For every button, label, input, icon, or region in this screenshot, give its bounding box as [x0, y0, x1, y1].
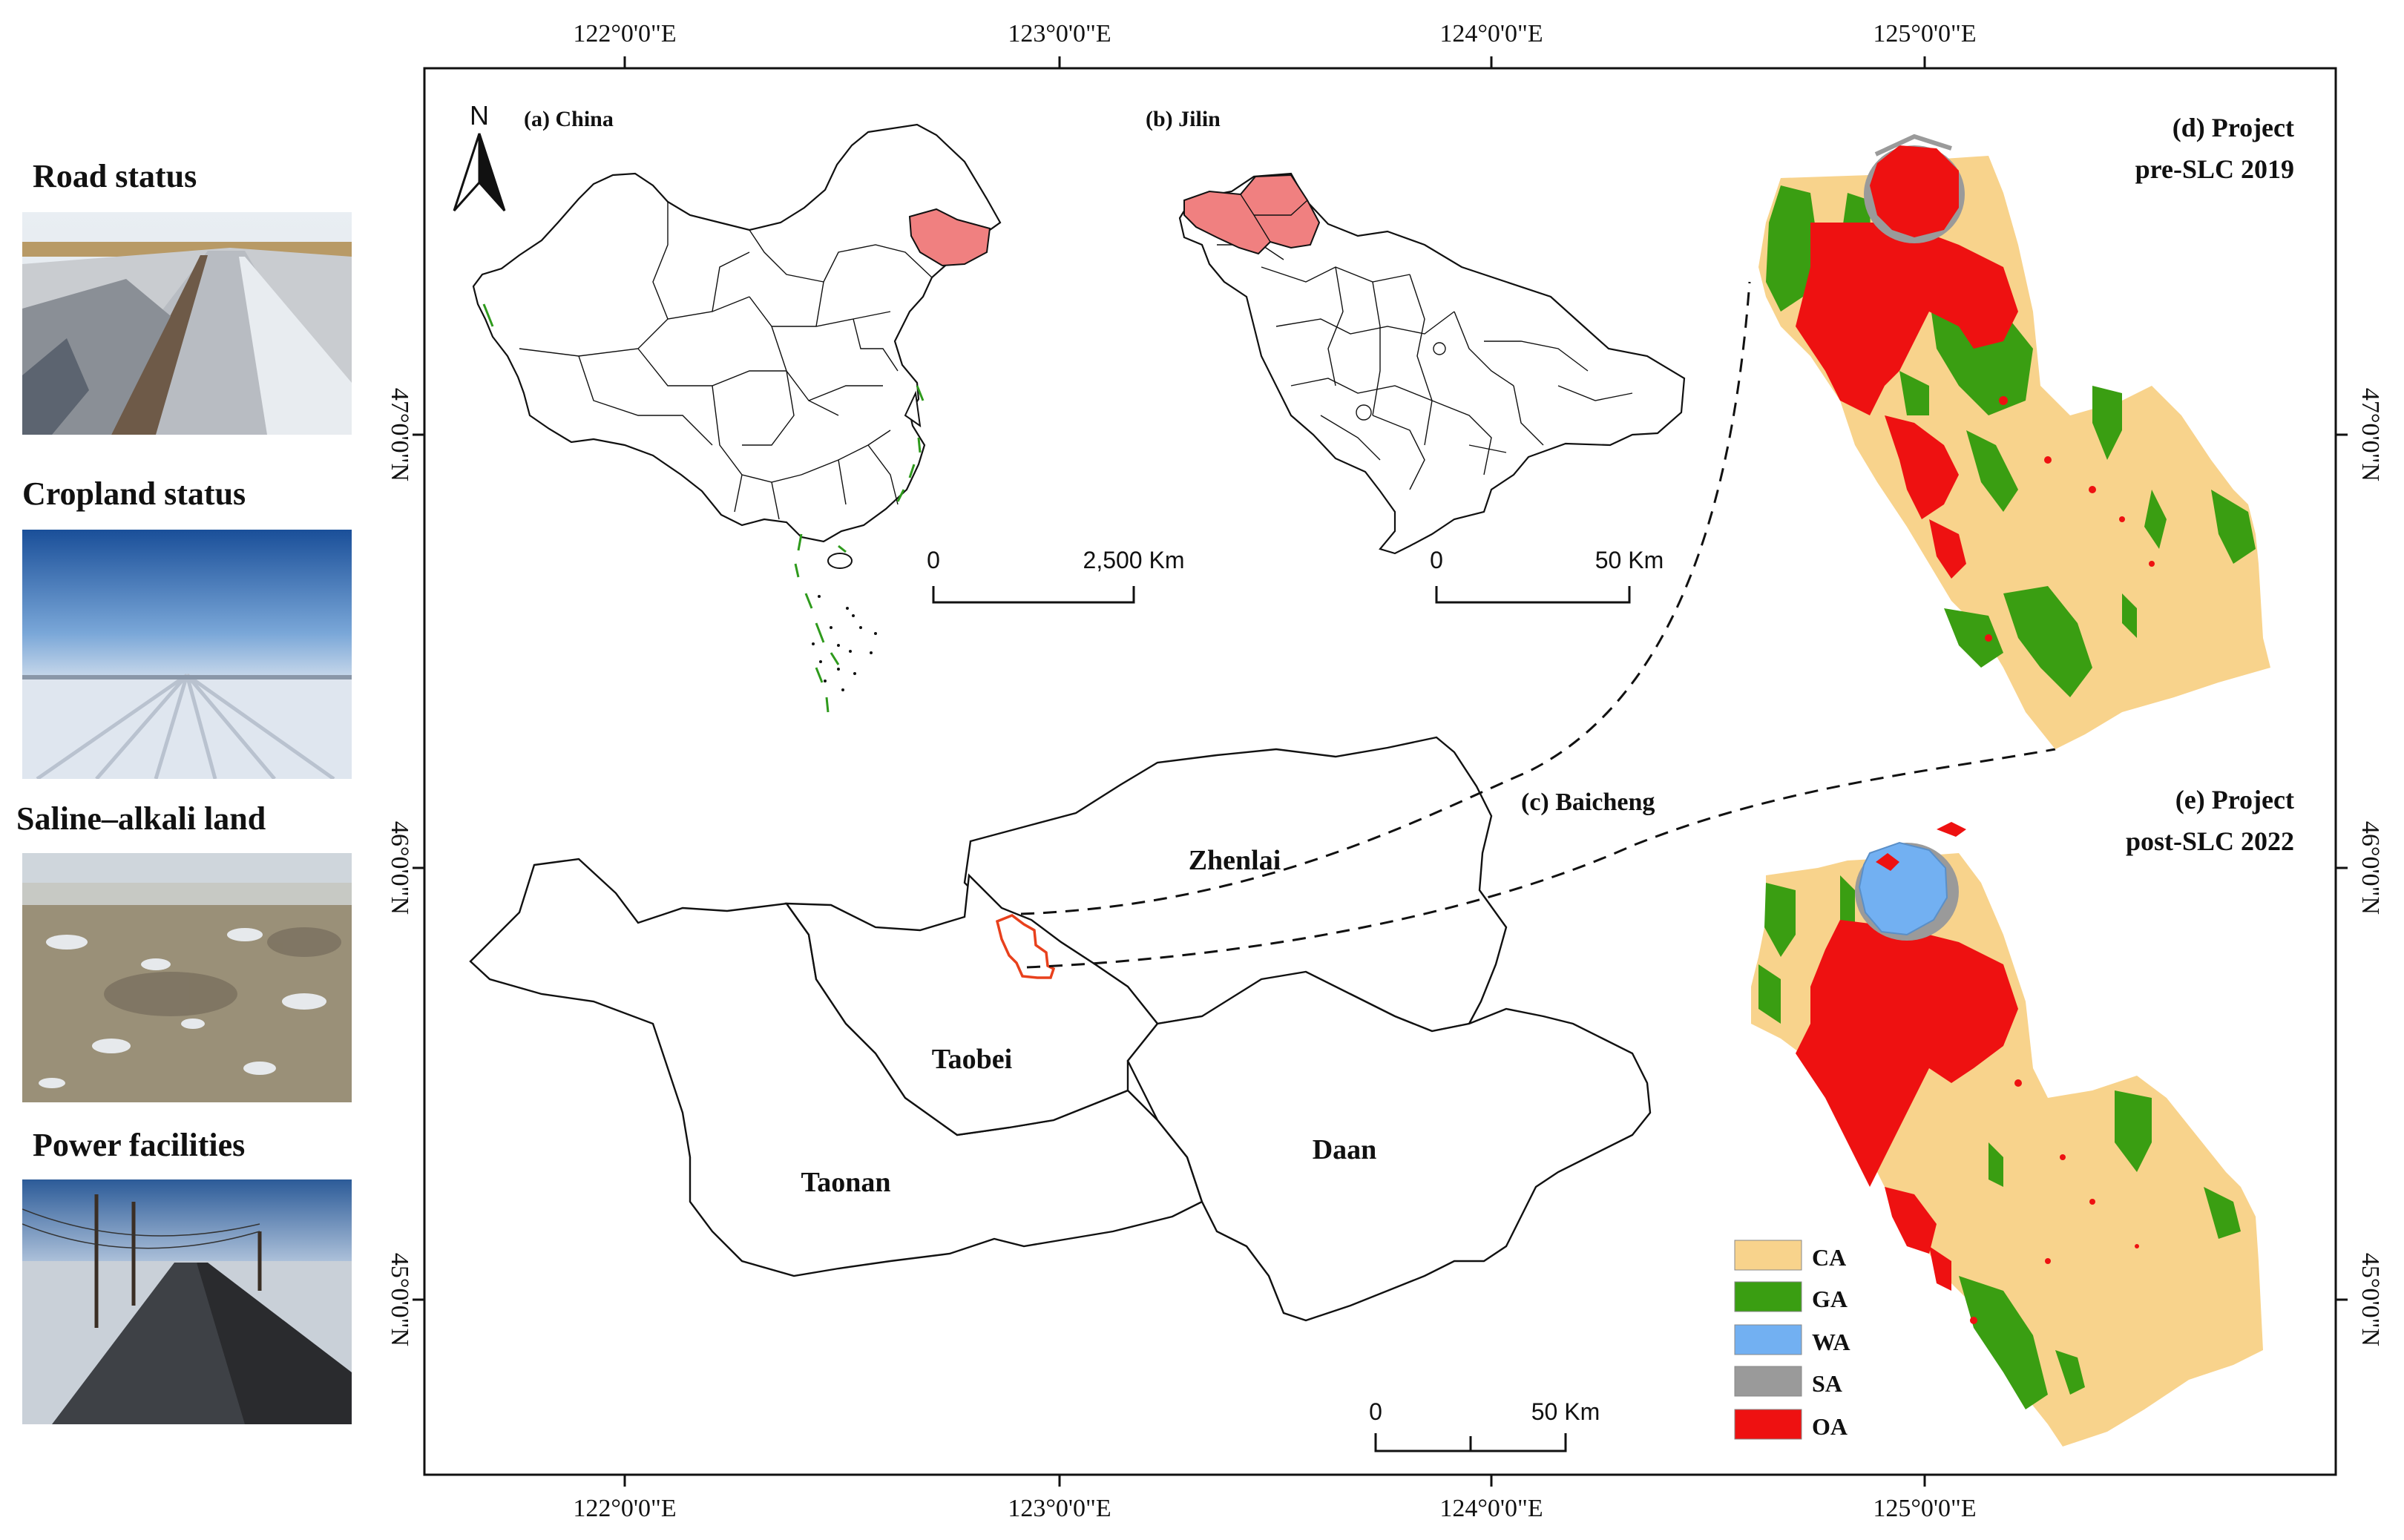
post-ga-patches — [1758, 875, 2241, 1409]
tick-left-1: 47°0'0"N — [386, 388, 413, 481]
north-arrow-icon: N — [453, 100, 506, 212]
tick-top-4: 125°0'0"E — [1873, 20, 1976, 47]
saline-land-photo — [22, 853, 352, 1102]
power-line-photo — [22, 1179, 352, 1424]
tick-right-1: 47°0'0"N — [2357, 388, 2384, 481]
tick-top-2: 123°0'0"E — [1008, 20, 1111, 47]
legend-swatch-sa — [1734, 1366, 1802, 1397]
china-jilin-highlight — [908, 208, 991, 267]
jilin-counties — [1217, 244, 1633, 490]
svg-text:N: N — [470, 100, 489, 131]
tick-right-2: 46°0'0"N — [2357, 821, 2384, 915]
photo-title-cropland: Cropland status — [22, 476, 246, 512]
legend-swatch-ga — [1734, 1281, 1802, 1312]
south-sea-islands — [812, 595, 877, 691]
svg-text:0: 0 — [927, 547, 940, 573]
pre-oa-reservoir — [1870, 145, 1959, 237]
tick-top-1: 122°0'0"E — [573, 20, 676, 47]
pre-oa-patches — [1796, 223, 2155, 642]
jilin-scale-bar: 0 50 Km — [1430, 547, 1664, 604]
legend-label-wa: WA — [1812, 1329, 1850, 1355]
china-outline — [472, 123, 1002, 543]
graticule-ticks — [413, 56, 2348, 1487]
legend-label-sa: SA — [1812, 1370, 1842, 1397]
legend-swatch-wa — [1734, 1324, 1802, 1355]
svg-text:50 Km: 50 Km — [1531, 1398, 1600, 1425]
svg-text:50 Km: 50 Km — [1595, 547, 1664, 573]
hainan-island — [827, 553, 853, 569]
tick-left-3: 45°0'0"N — [386, 1253, 413, 1346]
connector-lines — [1020, 281, 2056, 969]
county-label-taonan: Taonan — [801, 1167, 890, 1198]
panel-b-label: (b) Jilin — [1146, 107, 1221, 131]
road-photo — [22, 212, 352, 435]
legend-label-ga: GA — [1812, 1286, 1848, 1312]
panel-d-title-2: pre-SLC 2019 — [2135, 154, 2294, 184]
legend-label-ca: CA — [1812, 1244, 1846, 1271]
svg-text:0: 0 — [1369, 1398, 1382, 1425]
post-wa-reservoir — [1858, 841, 1948, 936]
panel-c-label: (c) Baicheng — [1521, 789, 1655, 816]
county-label-zhenlai: Zhenlai — [1189, 845, 1281, 876]
tick-left-2: 46°0'0"N — [386, 821, 413, 915]
pre-slc-landuse-map — [1758, 134, 2270, 749]
svg-text:2,500 Km: 2,500 Km — [1083, 547, 1185, 573]
county-taobei — [784, 873, 1159, 1136]
tick-right-3: 45°0'0"N — [2357, 1253, 2384, 1346]
county-label-daan: Daan — [1313, 1134, 1377, 1165]
china-scale-bar: 0 2,500 Km — [927, 547, 1185, 604]
cropland-photo — [22, 530, 352, 779]
china-provinces — [519, 202, 933, 520]
map-legend: CA GA WA SA OA — [1734, 1240, 1850, 1440]
jilin-outline — [1178, 172, 1686, 555]
china-coastal-marks — [482, 303, 925, 713]
baicheng-counties-map — [469, 736, 1652, 1322]
tick-top-3: 124°0'0"E — [1439, 20, 1543, 47]
legend-swatch-ca — [1734, 1240, 1802, 1271]
tick-bottom-2: 123°0'0"E — [1008, 1495, 1111, 1522]
tick-bottom-4: 125°0'0"E — [1873, 1495, 1976, 1522]
county-daan — [1126, 970, 1652, 1322]
map-frame — [423, 67, 2337, 1476]
baicheng-scale-bar: 0 50 Km — [1369, 1398, 1600, 1452]
panel-e-title-1: (e) Project — [2175, 785, 2294, 815]
post-oa-patches — [1796, 822, 2139, 1324]
post-slc-landuse-map — [1751, 822, 2263, 1447]
legend-label-oa: OA — [1812, 1413, 1848, 1440]
legend-swatch-oa — [1734, 1409, 1802, 1440]
panel-a-label: (a) China — [524, 107, 614, 131]
pre-ga-patches — [1766, 185, 2256, 697]
photo-title-road: Road status — [33, 158, 197, 194]
tick-bottom-1: 122°0'0"E — [573, 1495, 676, 1522]
county-label-taobei: Taobei — [932, 1044, 1012, 1075]
project-site-outline — [995, 914, 1056, 979]
panel-e-title-2: post-SLC 2022 — [2126, 826, 2294, 856]
panel-d-title-1: (d) Project — [2173, 113, 2294, 142]
photo-title-power: Power facilities — [33, 1127, 246, 1163]
svg-text:0: 0 — [1430, 547, 1443, 573]
jilin-baicheng-highlight — [1183, 174, 1321, 255]
photo-title-saline: Saline–alkali land — [16, 800, 266, 837]
taiwan-island — [904, 390, 922, 428]
tick-bottom-3: 124°0'0"E — [1439, 1495, 1543, 1522]
